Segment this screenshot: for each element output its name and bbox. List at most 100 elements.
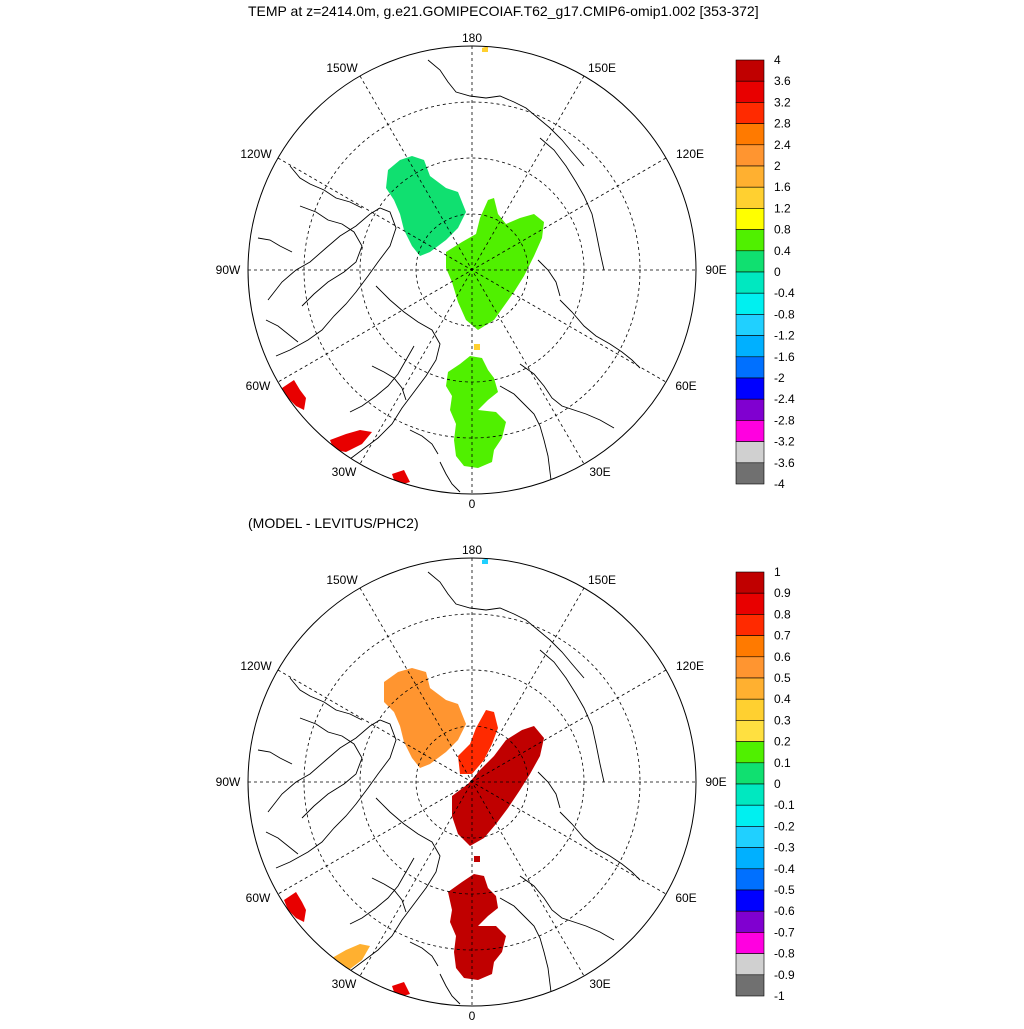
- lon-label-60w: 60W: [246, 891, 271, 905]
- colorbar-tick-label: 1.2: [774, 201, 791, 215]
- colorbar-tick-label: -1.6: [774, 350, 795, 364]
- colorbar-tick-label: 1.6: [774, 180, 791, 194]
- colorbar-swatch: [735, 974, 765, 997]
- colorbar-swatch: [735, 783, 765, 806]
- field-labrador-patch: [330, 430, 372, 452]
- colorbar-swatch: [735, 165, 765, 188]
- colorbar-tick-label: 0.8: [774, 607, 791, 621]
- field-eurasian-basin: [446, 198, 544, 330]
- lon-label-90w: 90W: [216, 263, 241, 277]
- top-map-svg: 180 150E 120E 90E 60E 30E 0 30W 60W 90W …: [216, 31, 795, 511]
- colorbar-swatch: [735, 677, 765, 700]
- colorbar-tick-label: -3.2: [774, 435, 795, 449]
- lon-label-90w: 90W: [216, 775, 241, 789]
- colorbar-swatch: [735, 698, 765, 721]
- colorbar-swatch: [735, 571, 765, 594]
- colorbar-bottom: 1 0.9 0.8 0.7 0.6 0.5 0.4 0.3 0.2 0.1 0 -0.1 -0.2 -0.…: [735, 565, 795, 1003]
- colorbar-swatch: [735, 208, 765, 230]
- coastlines: [257, 59, 641, 493]
- lon-label-120w: 120W: [240, 147, 272, 161]
- top-map-panel: 180 150E 120E 90E 60E 30E 0 30W 60W 90W …: [0, 0, 1024, 512]
- lon-label-150e: 150E: [588, 573, 616, 587]
- field-baffin-patch: [282, 380, 306, 410]
- lon-label-30w: 30W: [332, 465, 357, 479]
- graticule: [248, 558, 696, 1006]
- colorbar-swatch: [735, 635, 765, 658]
- colorbar-tick-label: -2.8: [774, 413, 795, 427]
- lon-label-60w: 60W: [246, 379, 271, 393]
- field-tiny-pole: [474, 856, 480, 862]
- colorbar-tick-label: -4: [774, 477, 785, 491]
- colorbar-tick-label: -0.9: [774, 968, 795, 982]
- field-lomonosov-ridge: [458, 710, 498, 774]
- colorbar-swatch: [735, 462, 765, 485]
- colorbar-swatch: [735, 356, 765, 379]
- colorbar-tick-label: -1: [774, 989, 785, 1003]
- colorbar-tick-label: 0.7: [774, 629, 791, 643]
- colorbar-tick-label: 0: [774, 265, 781, 279]
- colorbar-swatch: [735, 420, 765, 442]
- map-boundary-circle: [247, 45, 697, 495]
- colorbar-tick-label: 0: [774, 777, 781, 791]
- field-tiny-north: [482, 558, 488, 564]
- colorbar-tick-label: 0.3: [774, 713, 791, 727]
- lon-label-120w: 120W: [240, 659, 272, 673]
- graticule: [248, 46, 696, 494]
- field-greenland-sea: [448, 874, 506, 980]
- field-small-patch: [392, 470, 410, 486]
- coastlines: [257, 571, 641, 1005]
- lon-label-30w: 30W: [332, 977, 357, 991]
- colorbar-swatch: [735, 804, 765, 827]
- colorbar-tick-label: 0.5: [774, 671, 791, 685]
- colorbar-swatch: [735, 889, 765, 912]
- colorbar-swatch: [735, 229, 765, 252]
- lon-label-120e: 120E: [676, 659, 704, 673]
- bottom-map-svg: 180 150E 120E 90E 60E 30E 0 30W 60W 90W …: [216, 543, 795, 1023]
- field-canada-basin: [384, 668, 466, 768]
- colorbar-tick-label: 0.1: [774, 756, 791, 770]
- lon-label-150w: 150W: [326, 573, 358, 587]
- field-tiny-pole: [474, 344, 480, 350]
- lon-label-90e: 90E: [705, 263, 726, 277]
- lon-label-180: 180: [462, 543, 482, 557]
- colorbar-tick-label: -0.8: [774, 947, 795, 961]
- colorbar-tick-label: -0.2: [774, 819, 795, 833]
- colorbar-tick-label: 0.6: [774, 650, 791, 664]
- colorbar-tick-label: -0.4: [774, 286, 795, 300]
- colorbar-tick-label: 2.4: [774, 138, 791, 152]
- colorbar-tick-label: 3.6: [774, 74, 791, 88]
- lon-label-150e: 150E: [588, 61, 616, 75]
- colorbar-swatch: [735, 59, 765, 82]
- colorbar-tick-label: -0.6: [774, 904, 795, 918]
- colorbar-swatch: [735, 826, 765, 848]
- lon-label-150w: 150W: [326, 61, 358, 75]
- colorbar-swatch: [735, 398, 765, 421]
- lon-label-90e: 90E: [705, 775, 726, 789]
- colorbar-tick-label: -0.4: [774, 862, 795, 876]
- colorbar-swatch: [735, 614, 765, 636]
- colorbar-swatch: [735, 910, 765, 933]
- colorbar-tick-label: -1.2: [774, 329, 795, 343]
- colorbar-tick-label: -0.8: [774, 307, 795, 321]
- field-tiny-north: [482, 46, 488, 52]
- colorbar-swatch: [735, 186, 765, 209]
- colorbar-top: 4 3.6 3.2 2.8 2.4 2 1.6 1.2 0.8 0.4 0 -0.4 -0.8 -1.2 -…: [735, 53, 795, 491]
- colorbar-tick-label: 3.2: [774, 95, 791, 109]
- colorbar-swatch: [735, 377, 765, 400]
- lon-label-30e: 30E: [589, 977, 610, 991]
- colorbar-tick-label: 1: [774, 565, 781, 579]
- colorbar-tick-label: -0.1: [774, 798, 795, 812]
- colorbar-tick-label: -2.4: [774, 392, 795, 406]
- colorbar-tick-label: 0.8: [774, 223, 791, 237]
- colorbar-swatch: [735, 953, 765, 976]
- lon-label-0: 0: [469, 497, 476, 511]
- colorbar-tick-label: -0.3: [774, 841, 795, 855]
- lon-label-0: 0: [469, 1009, 476, 1023]
- colorbar-tick-label: 2.8: [774, 117, 791, 131]
- colorbar-swatch: [735, 868, 765, 891]
- field-canada-basin: [386, 156, 466, 256]
- colorbar-swatch: [735, 123, 765, 146]
- map-boundary-circle: [247, 557, 697, 1007]
- colorbar-swatch: [735, 741, 765, 764]
- lon-label-60e: 60E: [675, 379, 696, 393]
